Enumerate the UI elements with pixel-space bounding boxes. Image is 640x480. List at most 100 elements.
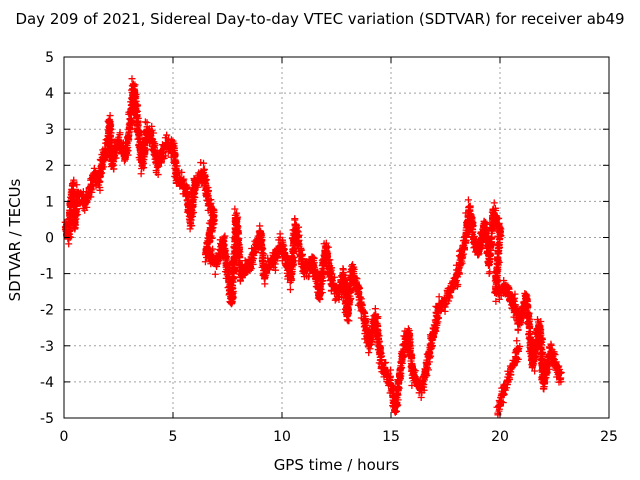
data-point: [291, 216, 299, 224]
data-point: [260, 250, 268, 258]
data-point: [183, 185, 191, 193]
data-point: [110, 165, 118, 173]
data-point: [163, 131, 171, 139]
data-point: [120, 157, 128, 165]
data-point: [231, 205, 239, 213]
data-point: [201, 258, 209, 266]
grid-lines: [64, 57, 609, 418]
data-point: [137, 170, 145, 178]
y-tick-label: 3: [45, 122, 54, 138]
data-point: [295, 240, 303, 248]
data-point: [280, 242, 288, 250]
data-point: [464, 196, 472, 204]
data-point: [191, 189, 199, 197]
x-tick-label: 0: [60, 429, 69, 445]
data-point: [236, 248, 244, 256]
data-point: [209, 245, 217, 253]
data-point: [128, 75, 136, 83]
data-point: [83, 203, 91, 211]
data-point: [200, 159, 208, 167]
y-tick-label: 0: [45, 231, 54, 247]
x-tick-label: 10: [273, 429, 291, 445]
data-point: [295, 223, 303, 231]
data-point: [207, 220, 215, 228]
data-point: [100, 163, 108, 171]
data-point: [167, 136, 175, 144]
data-point: [271, 266, 279, 274]
y-tick-label: 4: [45, 86, 54, 102]
data-point: [72, 201, 80, 209]
data-point: [229, 294, 237, 302]
data-point: [105, 118, 113, 126]
data-point: [188, 212, 196, 220]
data-point: [172, 157, 180, 165]
data-point: [229, 273, 237, 281]
data-point: [124, 147, 132, 155]
data-point: [205, 229, 213, 237]
x-tick-label: 20: [491, 429, 509, 445]
y-tick-label: -2: [40, 303, 54, 319]
data-point: [256, 222, 264, 230]
y-tick-label: 5: [45, 50, 54, 66]
data-point: [135, 134, 143, 142]
data-point: [140, 164, 148, 172]
y-tick-label: -5: [40, 411, 54, 427]
data-point: [258, 236, 266, 244]
data-point: [73, 181, 81, 189]
data-point: [221, 232, 229, 240]
data-points: [61, 75, 565, 419]
data-point: [234, 227, 242, 235]
y-tick-label: 1: [45, 194, 54, 210]
data-point: [276, 230, 284, 238]
data-point: [143, 119, 151, 127]
data-point: [295, 231, 303, 239]
data-point: [194, 183, 202, 191]
data-point: [96, 183, 104, 191]
data-point: [189, 209, 197, 217]
data-point: [141, 118, 149, 126]
data-point: [152, 169, 160, 177]
y-tick-label: -4: [40, 375, 54, 391]
data-point: [106, 112, 114, 120]
data-point: [90, 164, 98, 172]
data-point: [149, 129, 157, 137]
data-point: [107, 129, 115, 137]
x-tick-label: 5: [169, 429, 178, 445]
data-point: [127, 117, 135, 125]
data-point: [73, 211, 81, 219]
data-point: [200, 165, 208, 173]
data-point: [233, 214, 241, 222]
data-point: [205, 187, 213, 195]
x-tick-label: 15: [382, 429, 400, 445]
data-point: [87, 180, 95, 188]
data-point: [223, 253, 231, 261]
data-point: [140, 151, 148, 159]
data-point: [365, 349, 373, 357]
data-point: [179, 177, 187, 185]
x-axis-label: GPS time / hours: [273, 456, 400, 474]
x-tick-label: 25: [600, 429, 618, 445]
data-point: [298, 250, 306, 258]
y-tick-label: 2: [45, 158, 54, 174]
data-point: [210, 206, 218, 214]
data-point: [97, 170, 105, 178]
data-point: [178, 168, 186, 176]
data-point: [186, 219, 194, 227]
data-point: [261, 280, 269, 288]
data-point: [87, 193, 95, 201]
data-point: [112, 154, 120, 162]
data-point: [134, 101, 142, 109]
data-point: [139, 157, 147, 165]
data-point: [228, 290, 236, 298]
data-point: [107, 122, 115, 130]
data-point: [235, 234, 243, 242]
data-point: [273, 254, 281, 262]
data-point: [116, 131, 124, 139]
y-tick-label: -3: [40, 339, 54, 355]
data-point: [151, 140, 159, 148]
data-point: [286, 286, 294, 294]
y-tick-label: -1: [40, 267, 54, 283]
data-point: [131, 81, 139, 89]
data-point: [248, 256, 256, 264]
